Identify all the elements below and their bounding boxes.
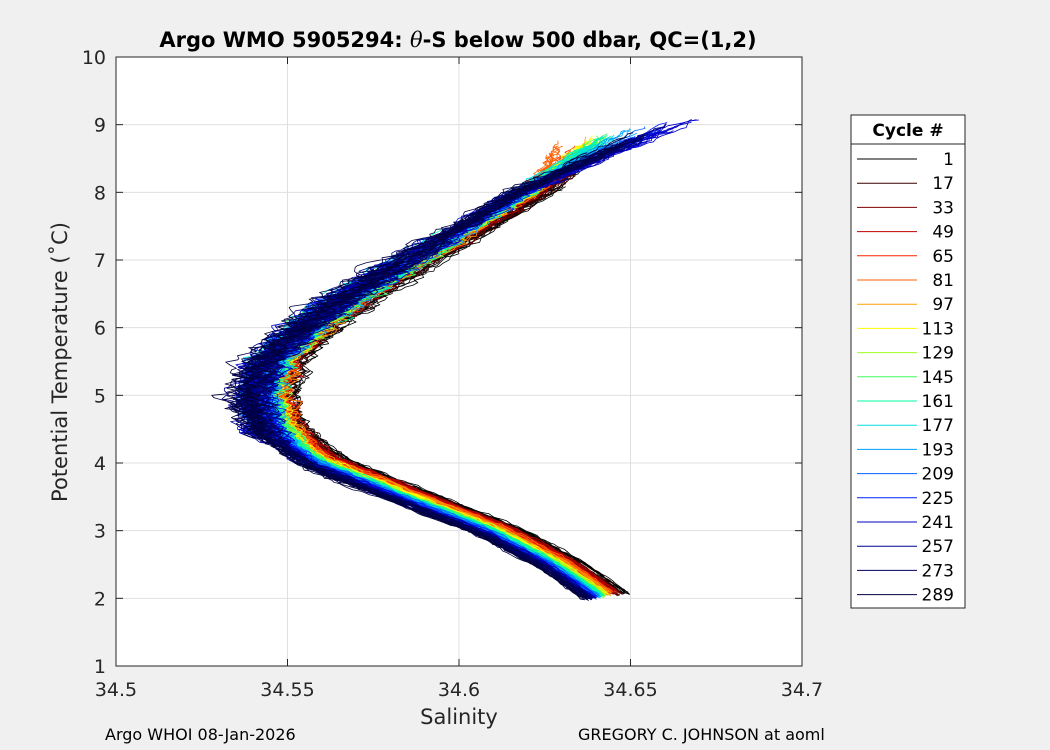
legend-label: 177 bbox=[922, 416, 954, 436]
legend-item: 33 bbox=[857, 198, 954, 218]
legend-item: 209 bbox=[857, 465, 954, 485]
legend-label: 113 bbox=[922, 319, 954, 339]
legend-label: 241 bbox=[922, 513, 954, 533]
series-layer bbox=[211, 119, 700, 602]
y-tick-label: 5 bbox=[94, 385, 106, 407]
legend-item: 289 bbox=[857, 586, 954, 606]
x-tick-label: 34.5 bbox=[95, 679, 137, 701]
series-line bbox=[242, 140, 627, 600]
y-tick-label: 2 bbox=[94, 588, 106, 610]
legend-box bbox=[850, 114, 966, 609]
x-tick-label: 34.7 bbox=[781, 679, 823, 701]
x-axis-label: Salinity bbox=[420, 705, 498, 729]
title-suffix: -S below 500 dbar, QC=(1,2) bbox=[423, 28, 757, 52]
legend-label: 257 bbox=[922, 537, 954, 557]
legend-label: 193 bbox=[922, 440, 954, 460]
legend-item: 129 bbox=[857, 344, 954, 364]
legend-label: 145 bbox=[922, 368, 954, 388]
series-line bbox=[243, 144, 625, 596]
title-prefix: Argo WMO 5905294: bbox=[159, 28, 410, 52]
footer-left: Argo WHOI 08-Jan-2026 bbox=[105, 725, 296, 744]
chart-title: Argo WMO 5905294: θ-S below 500 dbar, QC… bbox=[159, 28, 756, 52]
plot-frame bbox=[115, 56, 803, 667]
legend-label: 17 bbox=[932, 174, 954, 194]
legend-item: 225 bbox=[857, 489, 954, 509]
x-tick-label: 34.55 bbox=[260, 679, 314, 701]
legend-item: 49 bbox=[857, 223, 954, 243]
legend-item: 65 bbox=[857, 247, 954, 267]
series-289 bbox=[211, 132, 634, 602]
legend-label: 161 bbox=[922, 392, 954, 412]
legend-item: 177 bbox=[857, 416, 954, 436]
legend: Cycle # 1 17 33 49 65 81 97 113 129 145 161 177 193 2… bbox=[850, 114, 966, 609]
footer-right: GREGORY C. JOHNSON at aoml bbox=[578, 725, 825, 744]
legend-label: 97 bbox=[932, 295, 954, 315]
legend-items: 1 17 33 49 65 81 97 113 129 145 161 177 193 209 225 241… bbox=[857, 150, 954, 606]
title-theta: θ bbox=[410, 28, 423, 52]
legend-item: 257 bbox=[857, 537, 954, 557]
x-tick-label: 34.6 bbox=[438, 679, 480, 701]
y-tick-label: 10 bbox=[82, 47, 106, 69]
tick-labels: 34.5 34.55 34.6 34.65 34.7 1 2 3 4 5 6 7 8 9 10 bbox=[82, 47, 823, 701]
legend-item: 1 bbox=[857, 150, 954, 170]
legend-label: 1 bbox=[943, 150, 954, 170]
legend-item: 145 bbox=[857, 368, 954, 388]
y-tick-label: 9 bbox=[94, 115, 106, 137]
legend-label: 49 bbox=[932, 223, 954, 243]
svg-text:Argo WMO 5905294: θ-S below 50: Argo WMO 5905294: θ-S below 500 dbar, QC… bbox=[159, 28, 756, 52]
legend-label: 129 bbox=[922, 344, 954, 364]
legend-item: 241 bbox=[857, 513, 954, 533]
y-tick-label: 7 bbox=[94, 250, 106, 272]
legend-item: 81 bbox=[857, 271, 954, 291]
legend-item: 193 bbox=[857, 440, 954, 460]
legend-item: 113 bbox=[857, 319, 954, 339]
legend-item: 273 bbox=[857, 561, 954, 581]
legend-label: 33 bbox=[932, 198, 954, 218]
series-line bbox=[211, 152, 588, 597]
y-tick-label: 1 bbox=[94, 656, 106, 678]
legend-label: 289 bbox=[922, 586, 954, 606]
legend-label: 81 bbox=[932, 271, 954, 291]
y-tick-label: 3 bbox=[94, 521, 106, 543]
legend-title: Cycle # bbox=[872, 121, 943, 141]
legend-label: 65 bbox=[932, 247, 954, 267]
legend-label: 225 bbox=[922, 489, 954, 509]
x-tick-label: 34.65 bbox=[603, 679, 657, 701]
series-line bbox=[232, 138, 633, 601]
legend-label: 209 bbox=[922, 465, 954, 485]
legend-item: 161 bbox=[857, 392, 954, 412]
legend-item: 17 bbox=[857, 174, 954, 194]
legend-label: 273 bbox=[922, 561, 954, 581]
y-tick-label: 6 bbox=[94, 318, 106, 340]
series-line bbox=[241, 144, 614, 598]
y-axis-label: Potential Temperature (˚C) bbox=[48, 222, 72, 502]
y-tick-label: 8 bbox=[94, 182, 106, 204]
legend-item: 97 bbox=[857, 295, 954, 315]
y-tick-label: 4 bbox=[94, 453, 106, 475]
